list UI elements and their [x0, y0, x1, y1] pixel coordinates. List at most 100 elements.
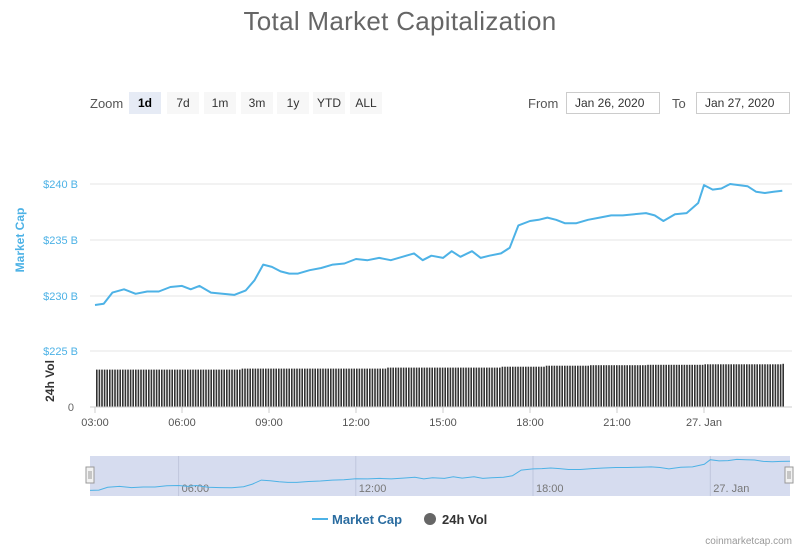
- volume-bar: [644, 365, 647, 407]
- volume-bar: [306, 368, 309, 407]
- volume-bar: [725, 364, 727, 407]
- volume-bar: [683, 364, 686, 407]
- volume-bar: [678, 364, 680, 407]
- volume-bar: [493, 367, 496, 407]
- navigator[interactable]: 06:00 12:00 18:00 27. Jan: [85, 456, 794, 496]
- volume-bar: [350, 368, 353, 407]
- navigator-tick-label: 27. Jan: [713, 483, 749, 495]
- volume-bar: [423, 367, 426, 407]
- y-tick-label: $240 B: [43, 179, 78, 191]
- volume-bar: [491, 367, 493, 407]
- zoom-1y-button[interactable]: 1y: [277, 92, 309, 114]
- volume-bar: [439, 367, 441, 407]
- volume-bar: [278, 368, 280, 407]
- volume-bar: [187, 369, 189, 407]
- grid: [90, 183, 792, 352]
- volume-bar: [621, 365, 623, 407]
- volume-bar: [675, 364, 678, 407]
- volume-bar: [701, 364, 704, 407]
- volume-bar: [135, 369, 137, 407]
- volume-bar: [509, 366, 511, 407]
- vol-axis-title: 24h Vol: [43, 360, 57, 402]
- volume-bar: [699, 364, 701, 407]
- volume-bar: [161, 369, 163, 407]
- x-tick-label: 27. Jan: [686, 417, 722, 429]
- volume-bar: [504, 366, 506, 407]
- y-tick-label: $225 B: [43, 346, 78, 358]
- volume-bar: [145, 369, 147, 407]
- volume-bar: [473, 367, 475, 407]
- zoom-7d-button[interactable]: 7d: [167, 92, 199, 114]
- volume-bar: [241, 368, 244, 407]
- volume-bar: [337, 368, 340, 407]
- volume-bar: [236, 369, 238, 407]
- volume-bar: [649, 364, 652, 407]
- zoom-1m-button[interactable]: 1m: [204, 92, 236, 114]
- volume-bar: [665, 364, 667, 407]
- volume-bar: [753, 364, 756, 407]
- volume-bar: [457, 367, 459, 407]
- volume-bar: [418, 367, 420, 407]
- volume-bar: [116, 369, 119, 407]
- volume-bar: [525, 366, 527, 407]
- zoom-ytd-button[interactable]: YTD: [313, 92, 345, 114]
- volume-bar: [584, 365, 587, 407]
- volume-bar: [623, 365, 626, 407]
- volume-bar: [634, 365, 636, 407]
- volume-bar: [707, 364, 709, 407]
- volume-bar: [449, 367, 452, 407]
- volume-bar: [499, 367, 501, 407]
- navigator-right-handle[interactable]: [784, 466, 794, 484]
- volume-bar: [218, 369, 220, 407]
- legend-market-cap[interactable]: Market Cap: [332, 512, 403, 527]
- volume-bar: [395, 367, 397, 407]
- from-date-input[interactable]: Jan 26, 2020: [566, 92, 660, 114]
- zoom-all-button[interactable]: ALL: [350, 92, 382, 114]
- volume-bar: [748, 364, 751, 407]
- volume-bar: [759, 364, 761, 407]
- volume-bar: [616, 365, 618, 407]
- volume-bar: [428, 367, 431, 407]
- volume-bar: [288, 368, 290, 407]
- zoom-3m-button[interactable]: 3m: [241, 92, 273, 114]
- navigator-tick-label: 18:00: [536, 483, 564, 495]
- volume-bar: [327, 368, 329, 407]
- zoom-1d-button[interactable]: 1d: [129, 92, 161, 114]
- volume-bar: [392, 367, 394, 407]
- volume-bar: [582, 365, 584, 407]
- volume-bar: [150, 369, 153, 407]
- x-tick-label: 09:00: [255, 417, 283, 429]
- volume-bar: [647, 364, 649, 407]
- volume-bar: [480, 367, 483, 407]
- volume-bar: [142, 369, 145, 407]
- volume-bar: [465, 367, 467, 407]
- volume-bar: [197, 369, 199, 407]
- navigator-left-handle[interactable]: [85, 466, 95, 484]
- volume-bar: [686, 364, 688, 407]
- volume-bar: [119, 369, 121, 407]
- volume-bar: [246, 368, 249, 407]
- volume-bar: [722, 364, 725, 407]
- volume-bar: [577, 365, 579, 407]
- volume-bar: [353, 368, 355, 407]
- volume-bar: [379, 368, 381, 407]
- credit-text[interactable]: coinmarketcap.com: [705, 536, 792, 547]
- legend-volume[interactable]: 24h Vol: [442, 512, 488, 527]
- volume-bar: [405, 367, 407, 407]
- volume-bar: [561, 365, 563, 407]
- volume-bar: [163, 369, 166, 407]
- x-axis-ticks: 03:00 06:00 09:00 12:00 15:00 18:00 21:00 27. J…: [81, 407, 722, 429]
- volume-bar: [655, 364, 657, 407]
- volume-bar: [712, 364, 714, 407]
- volume-bar: [231, 369, 233, 407]
- volume-bar: [694, 364, 696, 407]
- volume-bar: [244, 368, 246, 407]
- volume-bar: [366, 368, 368, 407]
- volume-bar: [301, 368, 303, 407]
- volume-bar: [447, 367, 449, 407]
- volume-bar: [540, 366, 543, 407]
- to-date-input[interactable]: Jan 27, 2020: [696, 92, 790, 114]
- navigator-selection[interactable]: [90, 456, 790, 496]
- x-tick-label: 12:00: [342, 417, 370, 429]
